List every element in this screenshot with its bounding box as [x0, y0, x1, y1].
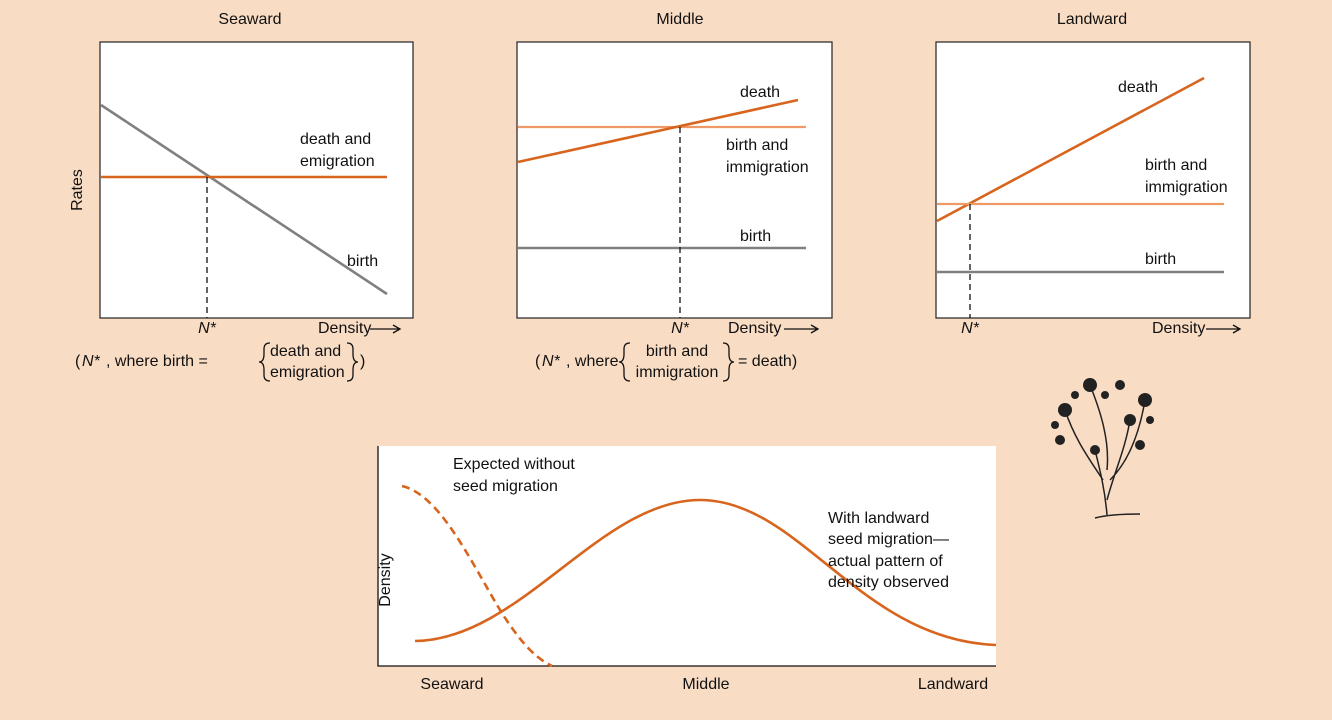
actual-curve: [414, 498, 997, 647]
caption: , where: [566, 353, 619, 370]
brace: [346, 342, 359, 382]
brace: [258, 342, 271, 382]
caption: , where birth =: [106, 353, 208, 370]
caption: (: [535, 353, 541, 370]
birth-line: [100, 103, 388, 296]
curve-label: With landward: [828, 510, 929, 527]
plant-icon: [1051, 378, 1154, 519]
n-star: N*: [671, 320, 690, 337]
y-label: Rates: [69, 169, 86, 211]
brace: [618, 342, 631, 382]
x-label: Middle: [682, 676, 729, 693]
line-label: immigration: [1145, 179, 1228, 196]
line-label: death: [740, 84, 780, 101]
caption: N*: [542, 353, 561, 370]
plot-box: [516, 41, 833, 319]
line-label: birth and: [726, 137, 788, 154]
caption: ): [360, 353, 365, 370]
n-star: N*: [198, 320, 217, 337]
expected-curve: [401, 484, 553, 668]
line-label: birth: [740, 228, 771, 245]
caption: (: [75, 353, 81, 370]
line-label: birth: [347, 253, 378, 270]
axes: [377, 446, 996, 667]
death-line: [517, 98, 799, 164]
curve-label: actual pattern of: [828, 553, 943, 570]
line-label: immigration: [726, 159, 809, 176]
x-label: Density: [318, 320, 371, 337]
caption: immigration: [636, 364, 719, 381]
caption: birth and: [646, 343, 708, 360]
plot-box: [99, 41, 414, 319]
line-label: emigration: [300, 153, 375, 170]
x-label: Density: [1152, 320, 1205, 337]
n-star: N*: [961, 320, 980, 337]
curve-label: density observed: [828, 574, 949, 591]
y-label: Density: [377, 553, 394, 606]
panel-title: Seaward: [218, 11, 281, 28]
panel-title: Landward: [1057, 11, 1127, 28]
x-label: Density: [728, 320, 781, 337]
line-label: birth and: [1145, 157, 1207, 174]
x-label: Seaward: [420, 676, 483, 693]
caption: death and: [270, 343, 341, 360]
caption: = death): [738, 353, 797, 370]
death-line: [936, 76, 1205, 223]
line-label: birth: [1145, 251, 1176, 268]
arrow: [1206, 324, 1242, 334]
curve-label: Expected without: [453, 456, 575, 473]
curve-label: seed migration—: [828, 531, 949, 548]
caption: N*: [82, 353, 101, 370]
line-label: death: [1118, 79, 1158, 96]
brace: [722, 342, 735, 382]
caption: emigration: [270, 364, 345, 381]
plot-area: [378, 446, 996, 666]
panel-title: Middle: [656, 11, 703, 28]
line-label: death and: [300, 131, 371, 148]
arrow: [370, 324, 402, 334]
arrow: [784, 324, 820, 334]
curve-label: seed migration: [453, 478, 558, 495]
x-label: Landward: [918, 676, 988, 693]
